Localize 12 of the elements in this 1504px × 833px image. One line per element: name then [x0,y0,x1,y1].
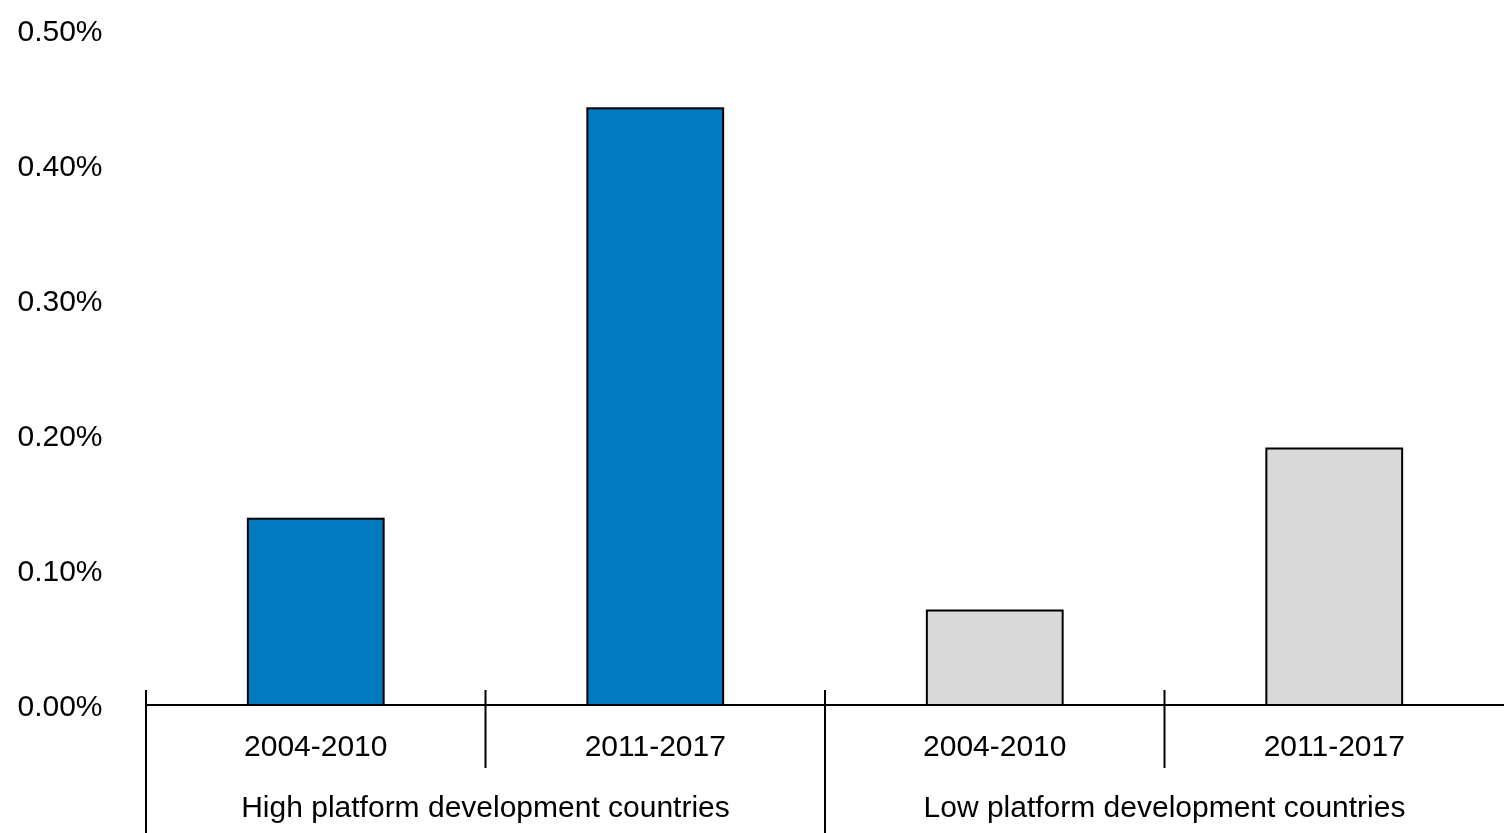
y-tick-label: 0.10% [17,553,103,587]
y-tick-label: 0.00% [17,688,103,722]
y-tick-label: 0.30% [17,283,103,317]
y-tick-label: 0.40% [17,148,103,182]
y-tick-label: 0.50% [17,13,103,47]
text: Low platform development countries [923,789,1406,823]
x-tick-label: 2004-2010 [923,728,1067,762]
x-tick-label: 2011-2017 [584,728,726,762]
y-tick-label: 0.20% [17,418,103,452]
x-tick-label: 2004-2010 [244,728,388,762]
text: High platform development countries [241,789,730,823]
x-tick-label: 2011-2017 [1263,728,1405,762]
